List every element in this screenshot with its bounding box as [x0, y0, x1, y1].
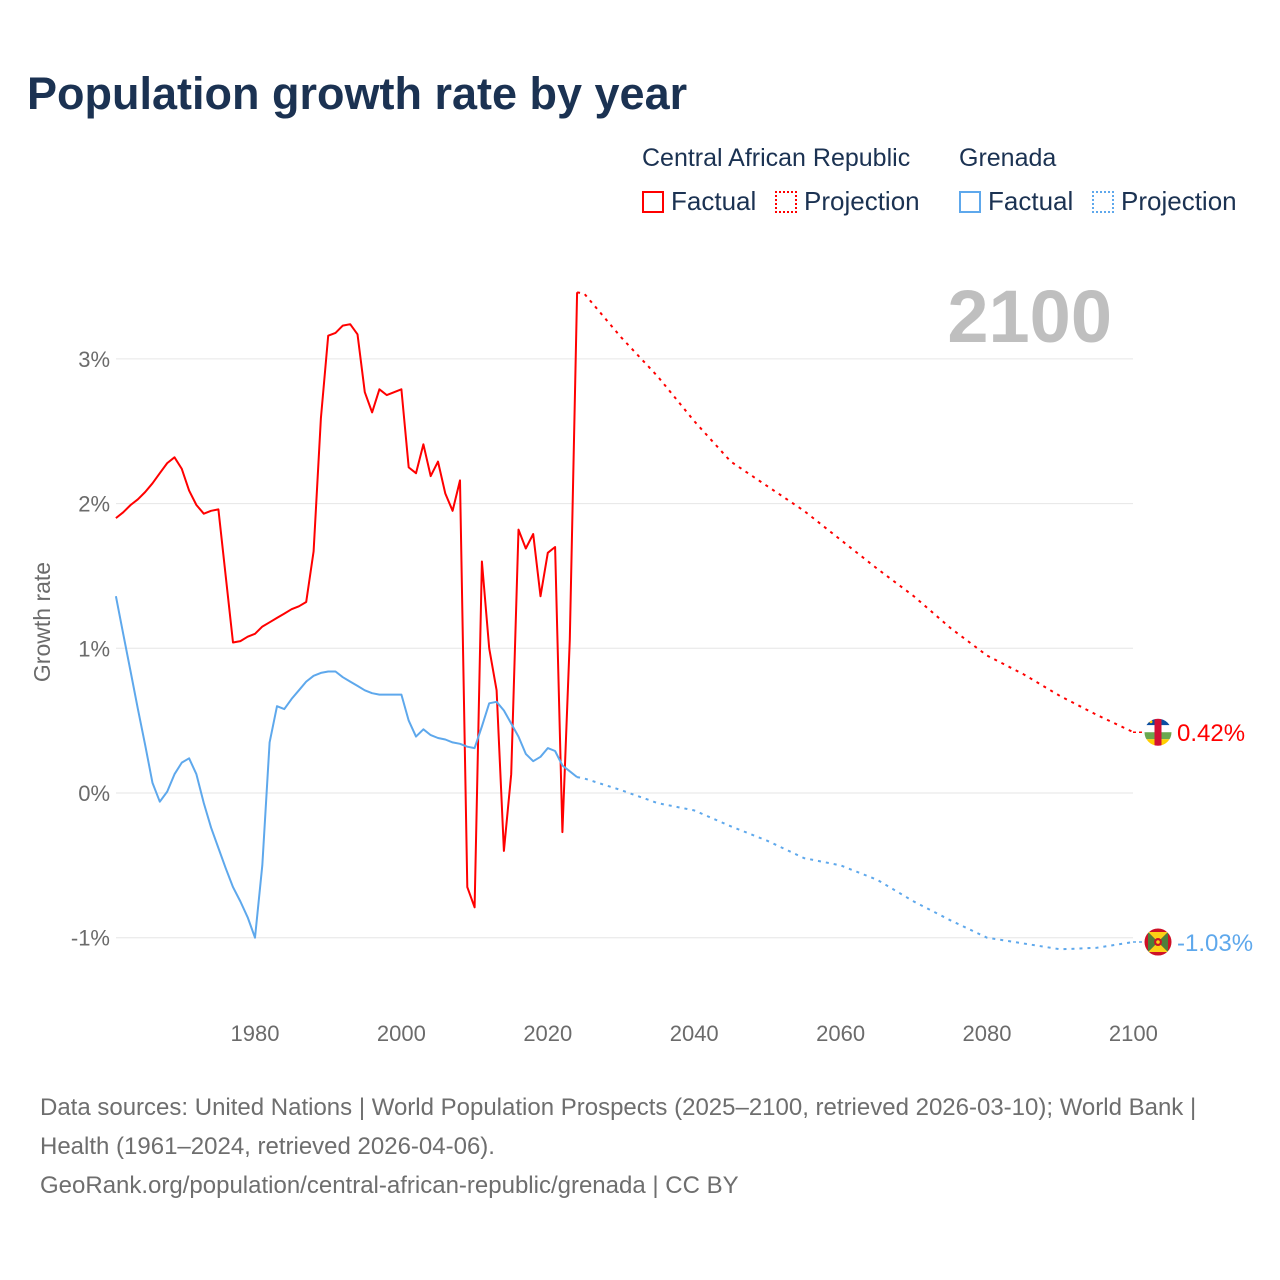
- y-tick-label: -1%: [71, 926, 110, 951]
- legend-grenada-factual[interactable]: Factual: [959, 186, 1073, 217]
- x-tick-label: 1980: [231, 1021, 280, 1046]
- x-tick-label: 2000: [377, 1021, 426, 1046]
- legend-swatch-dotted-red: [775, 190, 797, 213]
- legend-label: Projection: [804, 186, 920, 216]
- footer: Data sources: United Nations | World Pop…: [40, 1088, 1240, 1205]
- year-label: 2100: [947, 275, 1112, 358]
- series-line-central-african-republic-factual: [115, 292, 579, 909]
- legend-label: Projection: [1121, 186, 1237, 216]
- series-line-grenada-factual: [114, 596, 578, 939]
- y-tick-label: 2%: [78, 492, 110, 517]
- x-tick-label: 2060: [816, 1021, 865, 1046]
- y-tick-label: 0%: [78, 781, 110, 806]
- legend-swatch-solid-blue: [959, 190, 981, 213]
- chart-area: 3%2%1%0%-1%1980 2000 2020 2040 2060 2080 2100 …: [29, 275, 1253, 1046]
- y-tick-label: 1%: [78, 636, 110, 661]
- legend-label: Factual: [671, 186, 757, 216]
- y-axis-label: Growth rate: [29, 562, 55, 682]
- central-african-republic-flag-icon: [1143, 717, 1173, 747]
- x-tick-label: 2020: [523, 1021, 572, 1046]
- legend-group-car: Central African Republic: [642, 144, 911, 172]
- legend-swatch-dotted-blue: [1092, 190, 1114, 213]
- legend-grenada-projection[interactable]: Projection: [1092, 186, 1237, 217]
- chart-title: Population growth rate by year: [27, 68, 688, 119]
- legend-label: Factual: [988, 186, 1074, 216]
- series-line-central-african-republic-projection: [576, 291, 1134, 734]
- series-line-grenada-projection: [576, 776, 1134, 951]
- legend-car-projection[interactable]: Projection: [775, 186, 920, 217]
- legend-car-factual[interactable]: Factual: [642, 186, 756, 217]
- x-tick-label: 2080: [963, 1021, 1012, 1046]
- grenada-flag-icon: [1143, 927, 1173, 957]
- source-link[interactable]: GeoRank.org/population/central-african-r…: [40, 1172, 739, 1199]
- legend-group-grenada: Grenada: [959, 144, 1057, 172]
- legend-swatch-solid-red: [642, 190, 664, 213]
- x-tick-label: 2100: [1109, 1021, 1158, 1046]
- data-sources: Data sources: United Nations | World Pop…: [40, 1094, 1197, 1160]
- y-tick-label: 3%: [78, 347, 110, 372]
- end-value-label: -1.03%: [1177, 930, 1253, 957]
- end-value-label: 0.42%: [1177, 720, 1245, 747]
- x-tick-label: 2040: [670, 1021, 719, 1046]
